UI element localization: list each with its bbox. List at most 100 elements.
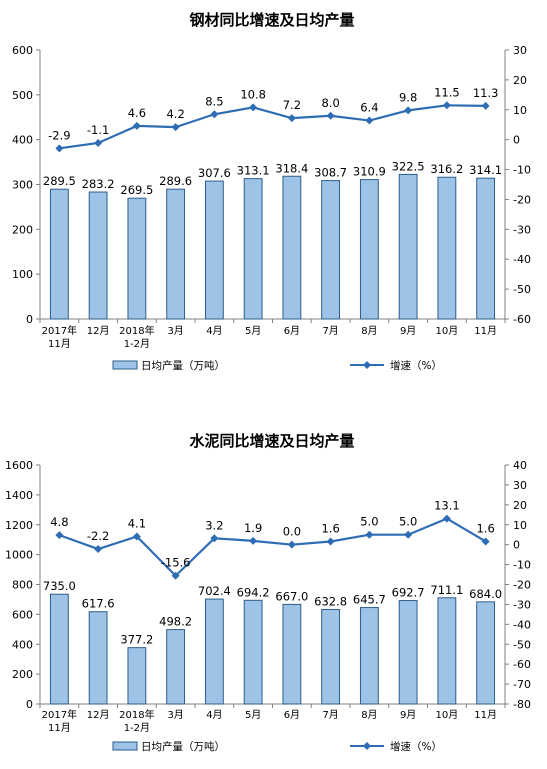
category-label: 7月	[322, 325, 338, 337]
right-tick-label: -30	[513, 598, 531, 611]
bar	[88, 611, 108, 705]
line-value-label: 11.5	[434, 85, 460, 99]
line-value-label: 4.8	[50, 515, 68, 529]
bar-value-label: 692.7	[392, 586, 425, 600]
bar-value-label: 694.2	[237, 585, 270, 599]
legend-line-label: 增速（%）	[390, 359, 442, 372]
legend-line-label: 增速（%）	[390, 740, 442, 753]
bar-value-label: 316.2	[430, 162, 463, 176]
bar-value-label: 269.5	[120, 183, 153, 197]
right-tick-label: 30	[513, 479, 527, 492]
left-tick-label: 500	[12, 89, 33, 102]
bar-value-label: 735.0	[43, 579, 76, 593]
right-tick-label: -10	[513, 559, 531, 572]
line-point	[365, 116, 374, 125]
category-label: 3月	[167, 325, 183, 337]
right-tick-label: 0	[513, 134, 520, 147]
line-point	[55, 531, 64, 540]
bar-value-label: 289.6	[159, 174, 192, 188]
line-point	[287, 540, 296, 549]
chart-title: 水泥同比增速及日均产量	[189, 432, 354, 450]
category-label: 6月	[284, 709, 300, 721]
line-point	[171, 123, 180, 132]
category-label: 6月	[284, 325, 300, 337]
left-tick-label: 400	[12, 638, 33, 651]
line-point	[365, 530, 374, 539]
left-tick-label: 600	[12, 608, 33, 621]
right-tick-label: -50	[513, 638, 531, 651]
legend-bar-label: 日均产量（万吨）	[141, 359, 225, 372]
line-point	[442, 514, 451, 523]
bar-value-label: 322.5	[392, 159, 425, 173]
right-tick-label: -80	[513, 698, 531, 711]
left-tick-label: 400	[12, 134, 33, 147]
line-point	[132, 121, 141, 130]
bar-value-label: 283.2	[82, 177, 115, 191]
bar-value-label: 632.8	[314, 594, 347, 608]
category-label: 10月	[436, 325, 459, 337]
bar	[321, 608, 341, 705]
left-tick-label: 200	[12, 223, 33, 236]
bar	[437, 176, 457, 320]
bar	[166, 629, 186, 705]
line-value-label: -1.1	[87, 123, 109, 137]
line-point	[404, 106, 413, 115]
bar-value-label: 289.5	[43, 174, 76, 188]
right-tick-label: -40	[513, 618, 531, 631]
line-point	[94, 545, 103, 554]
line-value-label: 0.0	[283, 525, 301, 539]
left-tick-label: 300	[12, 179, 33, 192]
bar-value-label: 307.6	[198, 166, 231, 180]
bar-value-label: 684.0	[469, 587, 502, 601]
line-value-label: 13.1	[434, 499, 460, 513]
bar	[476, 177, 496, 320]
bar	[282, 603, 302, 705]
category-label: 2017年	[42, 324, 77, 337]
category-label: 7月	[322, 709, 338, 721]
growth-line	[59, 517, 487, 578]
line-value-label: 1.9	[244, 521, 262, 535]
line-point	[132, 532, 141, 541]
bar	[166, 188, 186, 320]
bar-value-label: 318.4	[275, 161, 308, 175]
line-value-label: 4.6	[128, 106, 146, 120]
category-label: 11月	[474, 709, 497, 721]
right-tick-label: 40	[513, 459, 527, 472]
line-value-label: 8.0	[321, 96, 339, 110]
line-point	[481, 101, 490, 110]
line-value-label: -15.6	[161, 556, 191, 570]
category-label: 5月	[245, 325, 261, 337]
left-tick-label: 1600	[5, 459, 33, 472]
bar	[398, 600, 418, 705]
line-value-label: 3.2	[205, 518, 223, 532]
line-point	[442, 101, 451, 110]
left-tick-label: 200	[12, 668, 33, 681]
category-label: 12月	[87, 325, 110, 337]
right-tick-label: -40	[513, 253, 531, 266]
cement-chart: 水泥同比增速及日均产量 0200400600800100012001400160…	[5, 432, 531, 753]
legend-bar-swatch	[112, 360, 138, 370]
legend-line-marker	[363, 742, 371, 750]
right-tick-label: -20	[513, 579, 531, 592]
right-tick-label: -50	[513, 283, 531, 296]
bar	[359, 179, 379, 320]
line-value-label: 8.5	[205, 94, 223, 108]
category-label: 12月	[87, 709, 110, 721]
line-value-label: -2.9	[48, 128, 70, 142]
right-tick-label: 0	[513, 539, 520, 552]
bar	[243, 599, 263, 705]
line-value-label: 1.6	[321, 521, 339, 535]
category-label: 9月	[400, 325, 416, 337]
line-point	[326, 537, 335, 546]
line-value-label: 5.0	[360, 515, 378, 529]
category-label: 2018年	[119, 708, 154, 721]
line-value-label: -2.2	[87, 529, 109, 543]
growth-line	[59, 104, 486, 150]
left-tick-label: 1200	[5, 519, 33, 532]
left-tick-label: 800	[12, 579, 33, 592]
line-point	[210, 110, 219, 119]
line-value-label: 4.1	[128, 517, 146, 531]
bar-value-label: 702.4	[198, 584, 231, 598]
line-value-label: 4.2	[166, 107, 184, 121]
